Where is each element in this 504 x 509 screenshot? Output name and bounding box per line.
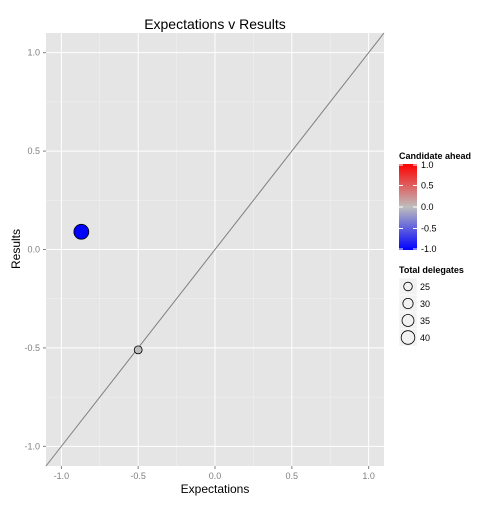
y-axis-title: Results: [9, 229, 23, 269]
size-key-box: [398, 294, 418, 313]
size-key-circle: [402, 297, 414, 310]
size-key-label: 25: [420, 282, 430, 292]
x-tick-label: -1.0: [54, 471, 70, 481]
color-bar: [399, 164, 417, 250]
y-axis: -1.0 -0.5 0.0 0.5 1.0: [24, 48, 46, 451]
x-tick-label: 1.0: [362, 471, 375, 481]
color-legend-ticks: 1.0 0.5 0.0 -0.5 -1.0: [399, 160, 437, 254]
size-key-circle: [403, 281, 413, 292]
color-tick-label: -0.5: [421, 224, 437, 234]
color-tick-label: 0.0: [421, 202, 434, 212]
x-tick-label: 0.0: [209, 471, 222, 481]
size-key-box: [398, 277, 418, 296]
y-tick-label: -0.5: [24, 343, 40, 353]
size-key-label: 35: [420, 316, 430, 326]
color-tick-label: 1.0: [421, 160, 434, 170]
chart-title: Expectations v Results: [144, 16, 286, 32]
reference-line: [45, 32, 385, 467]
size-legend-title: Total delegates: [399, 265, 464, 275]
y-tick-label: 1.0: [27, 48, 40, 58]
size-key-label: 30: [420, 299, 430, 309]
size-legend-keys: 25 30 35 40: [398, 277, 430, 347]
data-points: [73, 223, 143, 355]
size-key-circle: [400, 330, 416, 345]
x-tick-label: 0.5: [286, 471, 299, 481]
y-tick-label: 0.5: [27, 146, 40, 156]
size-key-box: [398, 328, 418, 347]
size-legend: Total delegates 25 30 35 40: [398, 265, 464, 347]
color-tick-label: 0.5: [421, 181, 434, 191]
x-tick-label: -0.5: [130, 471, 146, 481]
color-tick-label: -1.0: [421, 244, 437, 254]
color-legend-title: Candidate ahead: [399, 151, 471, 161]
data-point: [73, 223, 90, 240]
y-tick-label: 0.0: [27, 245, 40, 255]
y-tick-label: -1.0: [24, 441, 40, 451]
data-point: [133, 345, 143, 355]
x-axis: -1.0 -0.5 0.0 0.5 1.0: [54, 466, 375, 481]
x-axis-title: Expectations: [181, 482, 250, 496]
size-key-circle: [401, 314, 415, 327]
color-legend: Candidate ahead 1.0 0.5 0.0 -0.5 -1.0: [399, 151, 471, 254]
size-key-label: 40: [420, 333, 430, 343]
